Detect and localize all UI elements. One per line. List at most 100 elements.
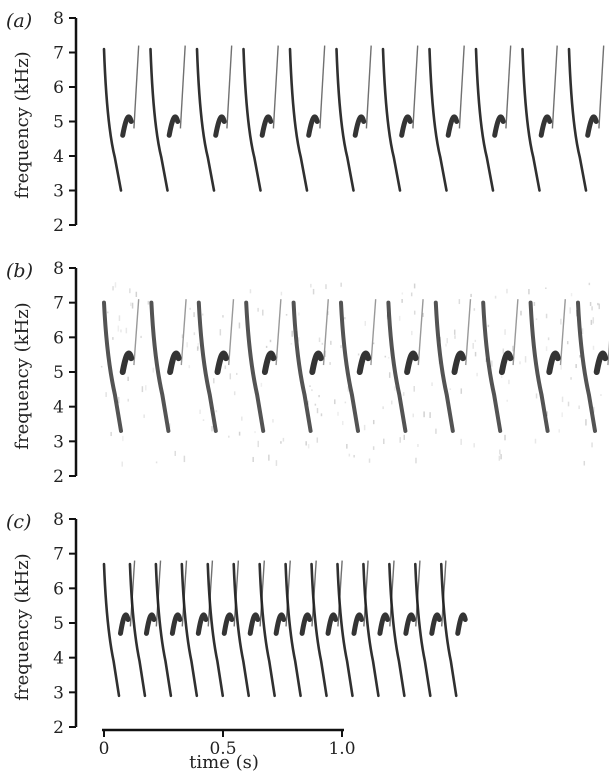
note-upstroke — [418, 299, 423, 365]
note-downsweep — [337, 564, 352, 696]
note-mark — [337, 46, 372, 191]
noise-speck — [199, 410, 201, 414]
noise-speck — [591, 306, 593, 310]
noise-speck — [593, 317, 595, 323]
note-upsweep — [170, 354, 179, 372]
noise-speck — [174, 451, 176, 456]
noise-speck — [140, 336, 142, 338]
noise-speck — [346, 444, 348, 449]
note-downsweep — [383, 49, 400, 190]
noise-speck — [305, 441, 307, 445]
noise-speck — [130, 303, 132, 307]
note-downsweep — [341, 303, 358, 431]
noise-speck — [591, 442, 593, 447]
note-upstroke — [276, 299, 281, 365]
note-upsweep — [407, 354, 416, 372]
note-upstroke — [561, 299, 566, 365]
note-upstroke — [552, 46, 557, 129]
noise-speck — [382, 406, 384, 409]
noise-speck — [342, 421, 344, 425]
noise-speck — [230, 373, 232, 379]
noise-speck — [403, 392, 405, 396]
note-downsweep — [389, 564, 404, 696]
note-downsweep — [441, 564, 456, 696]
noise-speck — [211, 426, 213, 431]
noise-speck — [575, 364, 577, 368]
note-upsweep — [355, 117, 364, 135]
noise-speck — [569, 307, 571, 313]
noise-speck — [126, 328, 128, 334]
noise-speck — [560, 365, 562, 370]
y-tick-label: 2 — [53, 718, 64, 738]
note-upsweep — [121, 615, 129, 633]
noise-speck — [272, 419, 274, 422]
noise-speck — [234, 391, 236, 395]
noise-speck — [402, 292, 404, 294]
noise-speck — [216, 410, 218, 412]
y-tick-label: 6 — [53, 78, 64, 98]
noise-speck — [560, 319, 562, 325]
noise-speck — [545, 287, 547, 289]
note-mark — [290, 46, 325, 191]
note-upstroke — [413, 46, 418, 129]
note-mark — [294, 299, 329, 431]
noise-speck — [585, 419, 587, 425]
noise-speck — [228, 436, 230, 438]
noise-speck — [445, 344, 447, 347]
noise-speck — [501, 375, 503, 378]
noise-speck — [308, 444, 310, 448]
panel-label-a: (a) — [6, 10, 32, 32]
noise-speck — [413, 386, 415, 392]
noise-speck — [257, 308, 259, 312]
note-upstroke — [371, 299, 376, 365]
noise-speck — [239, 323, 241, 329]
noise-speck — [495, 296, 497, 299]
noise-speck — [319, 338, 321, 343]
noise-speck — [239, 432, 241, 436]
noise-speck — [591, 320, 593, 325]
noise-speck — [388, 357, 390, 359]
noise-speck — [310, 284, 312, 288]
y-tick-label: 6 — [53, 328, 64, 348]
note-upsweep — [216, 117, 225, 135]
y-tick-label: 7 — [53, 545, 64, 565]
note-upsweep — [146, 615, 154, 633]
note-mark — [197, 46, 232, 191]
note-downsweep — [104, 303, 121, 431]
note-upsweep — [250, 615, 257, 633]
noise-speck — [411, 331, 413, 335]
noise-speck — [353, 455, 355, 458]
noise-speck — [506, 289, 508, 294]
noise-speck — [399, 316, 401, 321]
note-downsweep — [430, 49, 447, 190]
noise-speck — [431, 382, 433, 386]
note-upstroke — [229, 299, 234, 365]
spectrogram-b — [101, 282, 609, 466]
noise-speck — [127, 377, 129, 381]
noise-speck — [340, 345, 342, 348]
note-upstroke — [320, 46, 325, 129]
y-ticks-b: 2345678 — [53, 259, 76, 487]
noise-speck — [197, 346, 199, 350]
note-downsweep — [436, 303, 453, 431]
noise-speck — [503, 348, 505, 353]
noise-speck — [519, 361, 521, 364]
noise-speck — [500, 454, 502, 459]
note-upsweep — [169, 117, 178, 135]
note-upsweep — [218, 354, 227, 372]
note-upstroke — [599, 46, 604, 129]
noise-speck — [119, 315, 121, 321]
noise-speck — [417, 444, 419, 447]
noise-speck — [318, 395, 320, 397]
y-tick-label: 7 — [53, 294, 64, 314]
noise-speck — [504, 435, 506, 440]
note-upsweep — [541, 117, 550, 135]
noise-speck — [121, 462, 123, 467]
noise-speck — [250, 289, 252, 293]
note-upsweep — [224, 615, 232, 633]
note-upsweep — [502, 354, 511, 372]
noise-speck — [548, 337, 550, 340]
noise-speck — [558, 429, 560, 432]
note-downsweep — [286, 564, 301, 696]
note-downsweep — [569, 49, 586, 190]
